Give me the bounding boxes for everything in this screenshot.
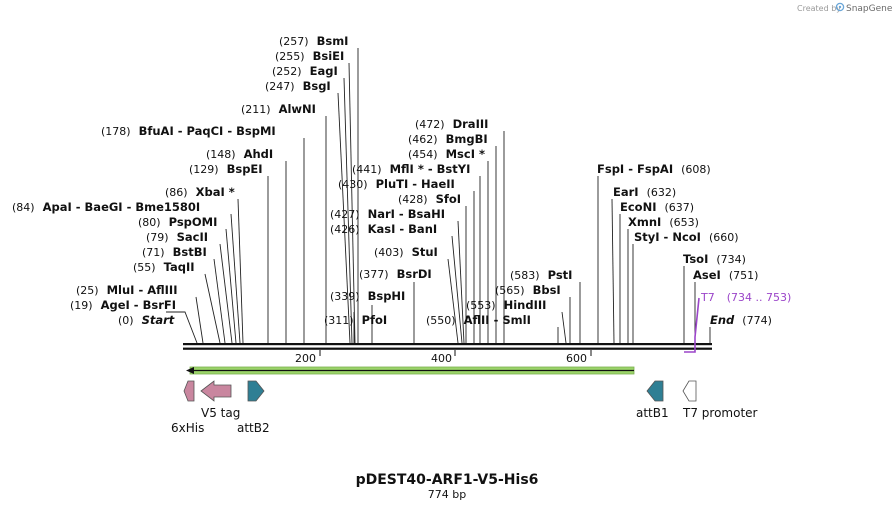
feature-attb2-label: attB2	[237, 421, 270, 435]
map-title: pDEST40-ARF1-V5-His6	[356, 472, 539, 488]
site-bsgi[interactable]: (247) BsgI	[265, 79, 331, 93]
leader-agei	[166, 311, 198, 344]
feature-v5-tag-label: V5 tag	[201, 406, 240, 420]
site-stui[interactable]: (403) StuI	[374, 245, 438, 259]
leader-sacii	[219, 243, 233, 344]
site-pspomi[interactable]: (80) PspOMI	[138, 215, 217, 229]
feature-6xhis-label: 6xHis	[171, 421, 204, 435]
site-leader-lines	[166, 48, 711, 344]
feature-t7-promoter[interactable]: T7 promoter	[682, 380, 758, 420]
leader-kasi	[451, 235, 463, 344]
feature-6xhis[interactable]: 6xHis	[171, 380, 204, 435]
map-length: 774 bp	[428, 488, 466, 501]
site-agei[interactable]: (19) AgeI - BsrFI	[70, 298, 176, 312]
site-mfli[interactable]: (441) MflI * - BstYI	[352, 162, 470, 176]
sequence-backbone	[183, 343, 712, 350]
leader-xbai	[237, 198, 244, 344]
feature-t7-promoter-label: T7 promoter	[682, 406, 758, 420]
leader-bstbi	[213, 258, 226, 344]
site-bsphi[interactable]: (339) BspHI	[330, 289, 405, 303]
site-draiii[interactable]: (472) DraIII	[415, 117, 488, 131]
site-bmgbi[interactable]: (462) BmgBI	[408, 132, 488, 146]
site-bsrdi[interactable]: (377) BsrDI	[359, 267, 432, 281]
leader-eari	[611, 198, 615, 344]
leader-hindiii	[561, 311, 567, 344]
site-mlui[interactable]: (25) MluI - AflIII	[76, 283, 178, 297]
primer-t7[interactable]: T7 (734 .. 753)	[684, 291, 791, 353]
site-bfuai[interactable]: (178) BfuAI - PaqCI - BspMI	[101, 124, 276, 138]
site-bstbi[interactable]: (71) BstBI	[142, 245, 207, 259]
created-by-text: Created by	[797, 4, 841, 13]
site-eagi[interactable]: (252) EagI	[272, 64, 338, 78]
site-styi[interactable]: StyI - NcoI (660)	[634, 230, 739, 244]
site-apai[interactable]: (84) ApaI - BaeGI - Bme1580I	[12, 200, 200, 214]
leader-taqii	[204, 273, 221, 344]
leader-bsiei	[348, 62, 356, 344]
site-sacii[interactable]: (79) SacII	[146, 230, 208, 244]
primer-t7-name: T7	[700, 291, 715, 304]
feature-attb1-label: attB1	[636, 406, 669, 420]
site-bspei[interactable]: (129) BspEI	[189, 162, 263, 176]
snapgene-wordmark: SnapGene	[846, 4, 893, 14]
ruler-tick-600: 600	[566, 352, 587, 365]
site-taqii[interactable]: (55) TaqII	[133, 260, 195, 274]
site-nari[interactable]: (427) NarI - BsaHI	[330, 207, 445, 221]
site-xmni[interactable]: XmnI (653)	[628, 215, 699, 229]
site-tsoi[interactable]: TsoI (734)	[683, 252, 746, 266]
site-hindiii[interactable]: (553) HindIII	[466, 298, 546, 312]
site-kasi[interactable]: (426) KasI - BanI	[330, 222, 437, 236]
leader-stui	[447, 258, 459, 344]
site-pfoi[interactable]: (311) PfoI	[324, 313, 387, 327]
leader-nari	[457, 220, 465, 344]
site-alwni[interactable]: (211) AlwNI	[241, 102, 316, 116]
site-xbai[interactable]: (86) XbaI *	[165, 185, 235, 199]
site-pluti[interactable]: (430) PluTI - HaeII	[338, 177, 455, 191]
site-sfoi[interactable]: (428) SfoI	[398, 192, 461, 206]
leader-pspomi	[225, 228, 237, 344]
site-ahdi[interactable]: (148) AhdI	[206, 147, 273, 161]
site-end[interactable]: End (774)	[710, 313, 772, 327]
ruler-tick-200: 200	[295, 352, 316, 365]
feature-v5-tag[interactable]: V5 tag	[200, 380, 240, 420]
snapgene-logo-icon	[835, 2, 845, 12]
site-bsiei[interactable]: (255) BsiEI	[275, 49, 344, 63]
leader-apai	[230, 213, 241, 344]
site-fspi[interactable]: FspI - FspAI (608)	[597, 162, 711, 176]
feature-attb2[interactable]: attB2	[237, 380, 270, 435]
site-eari[interactable]: EarI (632)	[613, 185, 676, 199]
site-bsmi[interactable]: (257) BsmI	[279, 34, 348, 48]
ruler-tick-400: 400	[431, 352, 452, 365]
restriction-site-labels: (19) AgeI - BsrFI (25) MluI - AflIII (55) T…	[12, 34, 772, 327]
site-bbsi[interactable]: (565) BbsI	[495, 283, 561, 297]
feature-attb1[interactable]: attB1	[636, 380, 669, 420]
leader-mlui	[195, 296, 204, 344]
leader-bsgi	[337, 92, 351, 344]
site-psti[interactable]: (583) PstI	[510, 268, 572, 282]
site-start[interactable]: (0) Start	[118, 313, 175, 327]
site-msci[interactable]: (454) MscI *	[408, 147, 485, 161]
site-asei[interactable]: AseI (751)	[693, 268, 758, 282]
svg-text:T7(734 .. 753): T7 (734 .. 753)	[700, 291, 791, 304]
site-econi[interactable]: EcoNI (637)	[620, 200, 694, 214]
leader-eagi	[343, 77, 353, 344]
snapgene-branding: Created by SnapGene	[797, 2, 893, 14]
sequence-ruler: 200 400 600	[295, 350, 592, 365]
primer-t7-range: (734 .. 753)	[727, 291, 792, 304]
site-aflii[interactable]: (550) AflII - SmlI	[426, 313, 531, 327]
orf-arrow[interactable]	[186, 366, 635, 375]
